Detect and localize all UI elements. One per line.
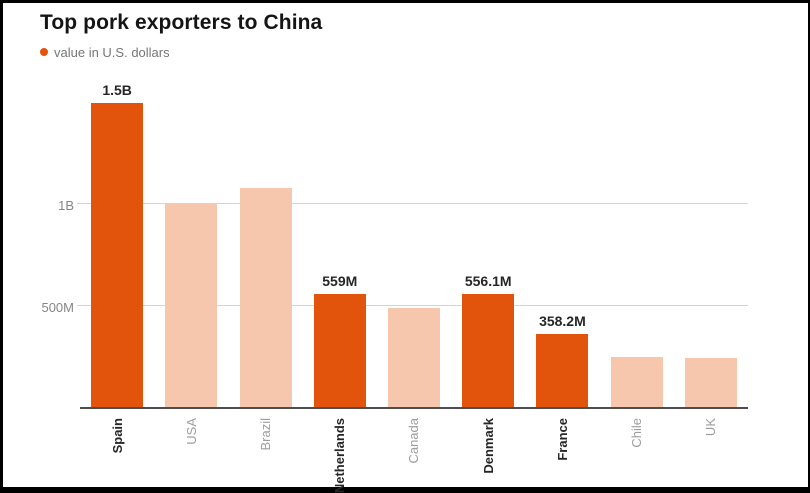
bar-netherlands [313, 293, 366, 408]
x-axis-labels: Spain USA Brazil Netherlands Canada Denmark Fr… [80, 409, 748, 493]
x-label-usa: USA [183, 418, 199, 445]
x-label-uk: UK [703, 418, 719, 437]
plot-column: 1.5B 559M 556.1M 358.2M Spain USA Brazil Nethe… [77, 82, 748, 493]
bar-brazil [239, 187, 292, 408]
x-label-cell: Spain [80, 409, 154, 485]
value-label: 556.1M [464, 273, 512, 290]
x-label-cell: France [525, 409, 599, 485]
bar-chile [610, 357, 663, 408]
chart-title: Top pork exporters to China [40, 11, 323, 34]
legend-dot-icon [40, 48, 48, 57]
gridline-500M [77, 304, 748, 306]
legend-label: value in U.S. dollars [54, 44, 170, 60]
bar-column-netherlands: 559M [303, 97, 377, 408]
bar-spain [91, 102, 144, 408]
x-label-cell: USA [154, 409, 228, 485]
bar-canada [387, 307, 440, 408]
gridline-1B [77, 203, 748, 205]
chart-card: Top pork exporters to China value in U.S… [3, 3, 808, 493]
plot-area: 1.5B 559M 556.1M 358.2M [77, 82, 748, 410]
value-label: 358.2M [539, 313, 586, 330]
x-label-netherlands: Netherlands [332, 418, 348, 493]
x-label-canada: Canada [406, 418, 422, 464]
bar-column-canada [377, 97, 451, 408]
x-label-brazil: Brazil [258, 418, 274, 451]
bar-column-denmark: 556.1M [451, 97, 525, 408]
value-label: 559M [322, 272, 358, 289]
bar-column-spain: 1.5B [80, 82, 154, 408]
x-label-cell: Brazil [228, 409, 302, 485]
x-label-cell: UK [674, 409, 748, 485]
bar-column-chile [600, 97, 674, 408]
bar-uk [684, 358, 737, 408]
bar-column-brazil [228, 97, 302, 408]
x-label-cell: Denmark [451, 409, 525, 485]
bar-column-usa [154, 97, 228, 408]
legend: value in U.S. dollars [40, 44, 748, 60]
x-label-denmark: Denmark [480, 418, 496, 474]
x-label-chile: Chile [629, 418, 645, 448]
y-tick-label-500M: 500M [41, 299, 74, 315]
x-label-france: France [554, 418, 570, 461]
y-axis: 500M 1B [40, 97, 80, 409]
value-label: 1.5B [102, 81, 132, 98]
y-tick-label-1B: 1B [58, 198, 74, 214]
x-label-cell: Canada [377, 409, 451, 485]
bar-usa [165, 204, 218, 408]
x-label-cell: Chile [600, 409, 674, 485]
bar-chart: 500M 1B 1.5B 559M 556.1M 358.2M Spain USA Braz… [40, 82, 748, 493]
bar-column-uk [674, 97, 748, 408]
bars-row: 1.5B 559M 556.1M 358.2M [80, 82, 748, 408]
bar-france [536, 334, 589, 408]
bar-column-france: 358.2M [525, 97, 599, 408]
bar-denmark [462, 294, 515, 408]
x-label-cell: Netherlands [303, 409, 377, 493]
x-label-spain: Spain [109, 418, 125, 454]
